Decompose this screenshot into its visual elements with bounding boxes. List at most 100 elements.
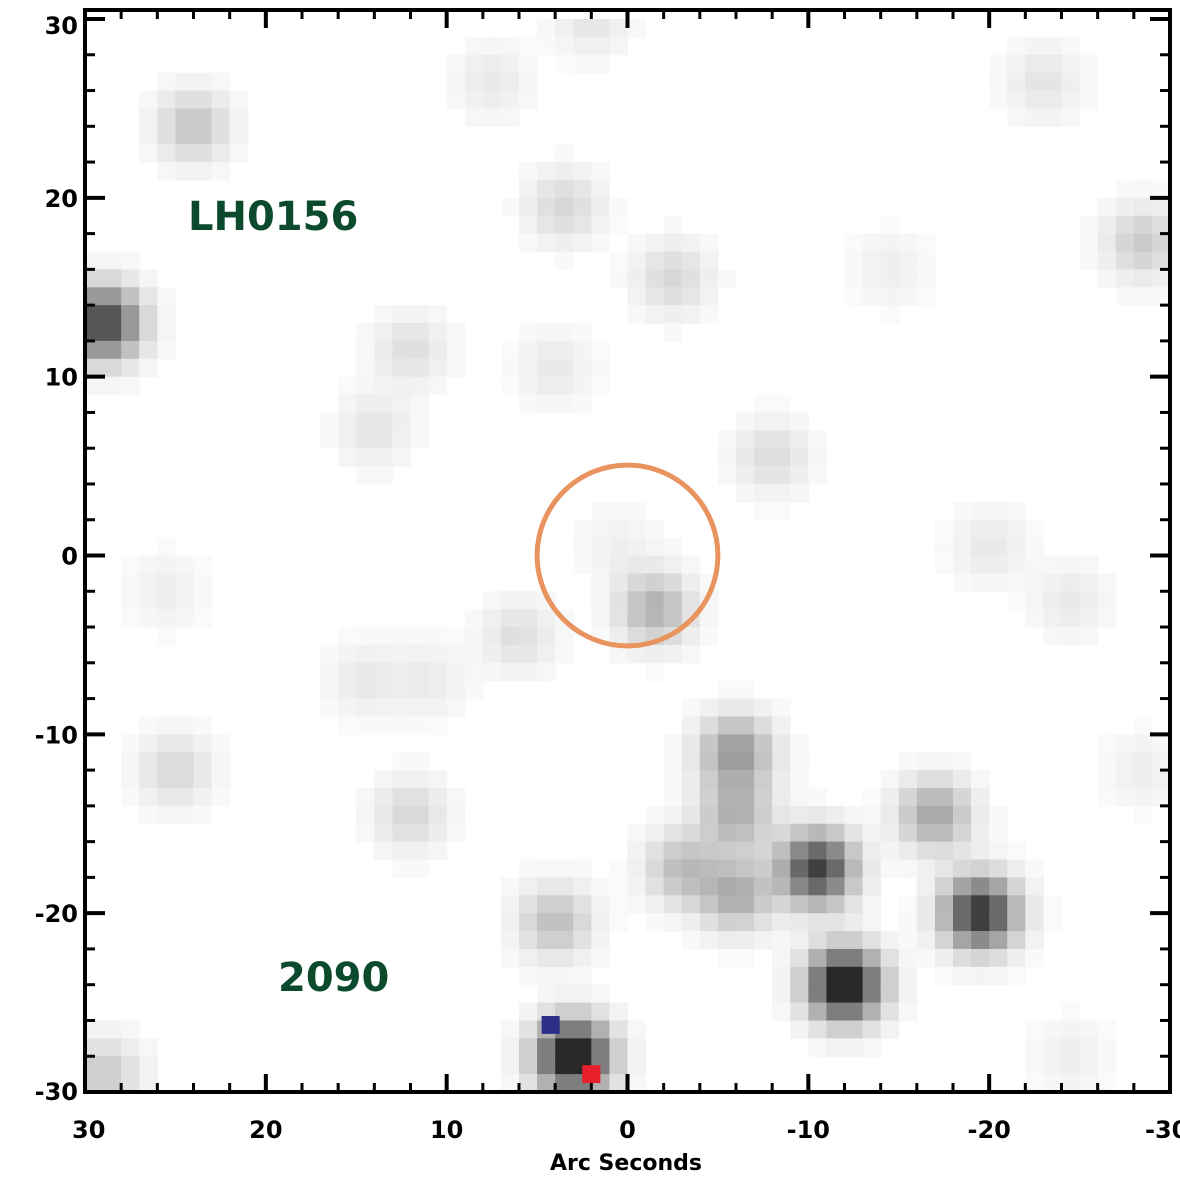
image-pixel — [717, 680, 737, 700]
image-pixel — [85, 251, 104, 270]
image-pixel — [627, 591, 647, 610]
image-pixel — [844, 913, 864, 932]
image-pixel — [157, 609, 177, 628]
image-pixel — [934, 823, 954, 843]
image-pixel — [211, 144, 231, 163]
image-pixel — [573, 19, 592, 38]
image-pixel — [971, 501, 990, 521]
image-pixel — [500, 72, 520, 92]
image-pixel — [157, 305, 177, 324]
image-pixel — [428, 770, 448, 789]
image-pixel — [1097, 770, 1117, 789]
image-pixel — [193, 144, 213, 163]
image-pixel — [121, 609, 140, 628]
image-pixel — [428, 787, 448, 807]
image-pixel — [1061, 1020, 1081, 1039]
image-pixel — [374, 805, 394, 825]
image-pixel — [464, 609, 484, 628]
image-pixel — [645, 537, 665, 557]
image-pixel — [175, 555, 195, 574]
image-pixel — [519, 627, 538, 646]
image-pixel — [211, 90, 231, 110]
image-pixel — [211, 770, 231, 789]
image-pixel — [175, 162, 195, 181]
image-pixel — [211, 752, 231, 771]
image-pixel — [121, 770, 140, 789]
image-pixel — [555, 179, 574, 199]
image-pixel — [862, 948, 882, 968]
image-pixel — [392, 680, 412, 700]
image-pixel — [139, 358, 158, 378]
image-pixel — [916, 877, 936, 896]
image-pixel — [1079, 72, 1099, 92]
image-pixel — [537, 609, 556, 628]
image-pixel — [681, 823, 701, 843]
image-pixel — [139, 1074, 158, 1092]
image-pixel — [826, 823, 846, 843]
image-pixel — [717, 841, 737, 861]
image-pixel — [808, 1038, 828, 1057]
image-pixel — [85, 323, 104, 342]
image-pixel — [428, 680, 448, 700]
image-pixel — [953, 966, 972, 986]
image-pixel — [555, 1074, 574, 1092]
image-pixel — [193, 162, 213, 181]
image-pixel — [609, 215, 629, 235]
image-pixel — [609, 913, 629, 932]
image-pixel — [338, 430, 357, 449]
image-pixel — [410, 787, 430, 807]
image-pixel — [500, 591, 520, 610]
image-pixel — [573, 376, 592, 396]
image-pixel — [591, 215, 611, 235]
image-pixel — [754, 913, 773, 932]
image-pixel — [410, 716, 430, 735]
image-pixel — [663, 555, 683, 574]
image-pixel — [880, 305, 900, 324]
image-pixel — [555, 376, 574, 396]
x-axis-title: Arc Seconds — [550, 1151, 702, 1176]
image-pixel — [880, 215, 900, 235]
image-pixel — [139, 126, 158, 145]
image-pixel — [1043, 1074, 1063, 1092]
image-pixel — [139, 90, 158, 110]
image-pixel — [500, 36, 520, 56]
image-pixel — [808, 913, 828, 932]
x-tick-label: 0 — [619, 1116, 636, 1144]
image-pixel — [717, 430, 737, 449]
image-pixel — [1097, 734, 1117, 753]
image-pixel — [880, 859, 900, 878]
image-pixel — [1061, 573, 1081, 592]
image-pixel — [121, 251, 140, 270]
image-pixel — [1007, 519, 1026, 539]
image-pixel — [356, 394, 375, 414]
image-pixel — [555, 54, 574, 74]
image-pixel — [374, 787, 394, 807]
image-pixel — [1097, 269, 1117, 288]
image-pixel — [103, 287, 122, 306]
image-pixel — [790, 859, 809, 878]
image-pixel — [555, 394, 574, 414]
image-pixel — [211, 126, 231, 145]
image-pixel — [392, 412, 412, 431]
image-pixel — [717, 787, 737, 807]
image-pixel — [645, 591, 665, 610]
image-pixel — [500, 197, 520, 217]
image-pixel — [754, 859, 773, 878]
image-pixel — [754, 430, 773, 449]
image-pixel — [699, 823, 719, 843]
image-pixel — [880, 948, 900, 968]
image-pixel — [953, 519, 972, 539]
image-pixel — [681, 877, 701, 896]
image-pixel — [1133, 269, 1153, 288]
image-pixel — [898, 787, 918, 807]
image-pixel — [175, 90, 195, 110]
image-pixel — [591, 555, 611, 574]
image-pixel — [699, 627, 719, 646]
image-pixel — [356, 787, 375, 807]
image-pixel — [609, 573, 629, 592]
image-pixel — [374, 305, 394, 324]
image-pixel — [482, 36, 502, 56]
image-pixel — [790, 984, 809, 1004]
image-pixel — [464, 662, 484, 682]
